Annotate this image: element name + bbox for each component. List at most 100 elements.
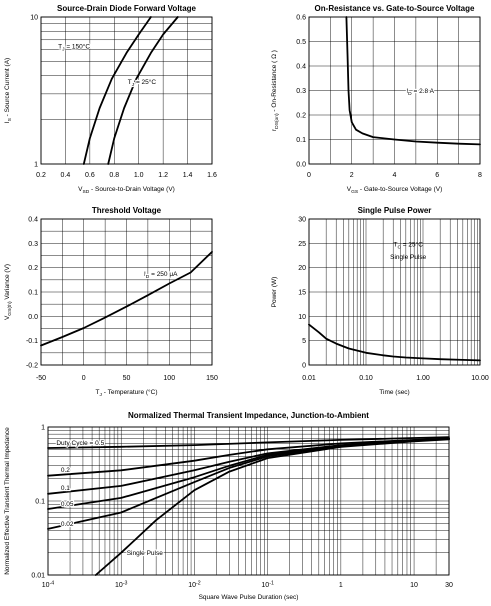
plot-frame — [40, 218, 213, 366]
x-tick-label: 0 — [307, 172, 311, 179]
x-tick-label: 1.4 — [183, 172, 193, 179]
plot-frame — [308, 218, 481, 366]
x-tick-label: 0.8 — [109, 172, 119, 179]
chart-c3-threshold-voltage: Threshold Voltage -50 0 50 100 150 -0.2 -0.1 0.0… — [4, 206, 218, 398]
y-tick-label: 0.0 — [296, 162, 306, 169]
y-tick-label: 0.4 — [28, 217, 38, 224]
annotation-id-2-8-a: ID = 2.8 A — [406, 88, 434, 97]
chart-grid — [40, 16, 213, 165]
x-tick-label: 4 — [393, 172, 397, 179]
x-tick-label: -50 — [36, 375, 46, 382]
x-axis-label: Square Wave Pulse Duration (sec) — [199, 594, 299, 601]
y-tick-label: 0.1 — [296, 137, 306, 144]
series-line-tj-25-c — [107, 16, 179, 165]
x-tick-label: 30 — [445, 582, 453, 589]
chart-grid — [47, 426, 450, 576]
series-line-series-1 — [345, 16, 481, 146]
chart-title: Threshold Voltage — [92, 206, 162, 215]
y-tick-label: 30 — [298, 217, 306, 224]
chart-title: Source-Drain Diode Forward Voltage — [57, 4, 197, 13]
x-tick-label: 10-2 — [188, 581, 201, 590]
chart-c2-on-resistance-vs-gate-to-source-voltage: On-Resistance vs. Gate-to-Source Voltage… — [271, 4, 482, 195]
y-tick-label: 0.3 — [28, 241, 38, 248]
x-tick-label: 150 — [206, 375, 218, 382]
y-tick-label: -0.1 — [26, 338, 38, 345]
series-line-series-1 — [40, 251, 213, 347]
plot-frame — [308, 16, 481, 165]
x-tick-label: 0.6 — [85, 172, 95, 179]
y-tick-label: 25 — [298, 241, 306, 248]
y-tick-label: 0.01 — [31, 573, 45, 580]
annotation-0-1: 0.1 — [61, 485, 70, 492]
y-tick-label: 0.1 — [28, 290, 38, 297]
y-tick-label: 1 — [34, 162, 38, 169]
x-tick-label: 6 — [435, 172, 439, 179]
y-tick-label: 0 — [302, 363, 306, 370]
x-tick-label: 10-4 — [42, 581, 55, 590]
series-line-duty-cycle-0-5 — [47, 436, 450, 449]
y-tick-label: 10 — [30, 15, 38, 22]
chart-grid — [308, 16, 481, 165]
y-tick-label: 0.1 — [35, 499, 45, 506]
x-tick-label: 1 — [339, 582, 343, 589]
x-axis-label: Time (sec) — [379, 389, 409, 396]
x-tick-label: 8 — [478, 172, 482, 179]
x-tick-label: 100 — [163, 375, 175, 382]
chart-c5-normalized-thermal-transient-impedance-junction-to-ambient: Normalized Thermal Transient Impedance, … — [4, 411, 453, 601]
x-tick-label: 50 — [123, 375, 131, 382]
x-axis-label: TJ - Temperature (°C) — [96, 388, 158, 398]
x-tick-label: 1.00 — [416, 375, 430, 382]
series-line-single-pulse — [94, 438, 450, 576]
x-tick-label: 0.2 — [36, 172, 46, 179]
annotation-tj-150-c: TJ = 150°C — [58, 43, 90, 53]
x-axis-label: VGS - Gate-to-Source Voltage (V) — [347, 186, 443, 195]
x-tick-label: 10-3 — [115, 581, 128, 590]
annotation-0-2: 0.2 — [61, 467, 70, 474]
x-axis-label: VSD - Source-to-Drain Voltage (V) — [78, 186, 175, 195]
y-tick-label: 20 — [298, 265, 306, 272]
y-tick-label: 0.3 — [296, 88, 306, 95]
chart-c1-source-drain-diode-forward-voltage: Source-Drain Diode Forward Voltage 0.2 0.4… — [4, 4, 217, 195]
x-tick-label: 10.00 — [471, 375, 489, 382]
y-tick-label: 0.6 — [296, 15, 306, 22]
x-tick-label: 0.10 — [359, 375, 373, 382]
y-axis-label: Power (W) — [271, 277, 278, 308]
x-tick-label: 1.0 — [134, 172, 144, 179]
y-tick-label: 1 — [41, 425, 45, 432]
y-tick-label: 15 — [298, 290, 306, 297]
y-tick-label: 0.2 — [28, 265, 38, 272]
y-axis-label: VGS(th) Variance (V) — [4, 264, 13, 320]
annotation-tc-25-c: TC = 25°C — [393, 241, 423, 251]
y-tick-label: 0.2 — [296, 113, 306, 120]
annotation-duty-cycle-0-5: Duty Cycle = 0.5 — [56, 440, 104, 447]
y-axis-label: IS - Source Current (A) — [4, 58, 13, 123]
x-tick-label: 1.2 — [158, 172, 168, 179]
y-tick-label: 0.5 — [296, 39, 306, 46]
chart-title: Single Pulse Power — [358, 206, 432, 215]
y-axis-label: Normalized Effective Transient Thermal I… — [4, 427, 11, 575]
y-tick-label: 5 — [302, 338, 306, 345]
x-tick-label: 0 — [82, 375, 86, 382]
series-line-series-1 — [308, 323, 481, 362]
chart-c4-single-pulse-power: Single Pulse Power 0.01 0.10 1.00 10.00 0 5 10 1… — [271, 206, 489, 396]
x-tick-label: 10-1 — [261, 581, 274, 590]
chart-grid — [40, 218, 213, 366]
x-tick-label: 0.4 — [61, 172, 71, 179]
series-line-tj-150-c — [82, 16, 152, 165]
y-tick-label: -0.2 — [26, 363, 38, 370]
x-tick-label: 2 — [350, 172, 354, 179]
annotation-tj-25-c: TJ = 25°C — [128, 78, 157, 88]
x-tick-label: 10 — [410, 582, 418, 589]
y-tick-label: 10 — [298, 314, 306, 321]
annotation-0-02: 0.02 — [61, 521, 74, 528]
x-tick-label: 1.6 — [207, 172, 217, 179]
chart-title: On-Resistance vs. Gate-to-Source Voltage — [315, 4, 475, 13]
plot-frame — [40, 16, 213, 165]
chart-title: Normalized Thermal Transient Impedance, … — [128, 411, 369, 420]
plot-frame — [47, 426, 450, 576]
x-tick-label: 0.01 — [302, 375, 316, 382]
annotation-id-250-a: ID = 250 μA — [144, 271, 178, 280]
y-tick-label: 0.0 — [28, 314, 38, 321]
annotation-0-05: 0.05 — [61, 501, 74, 508]
